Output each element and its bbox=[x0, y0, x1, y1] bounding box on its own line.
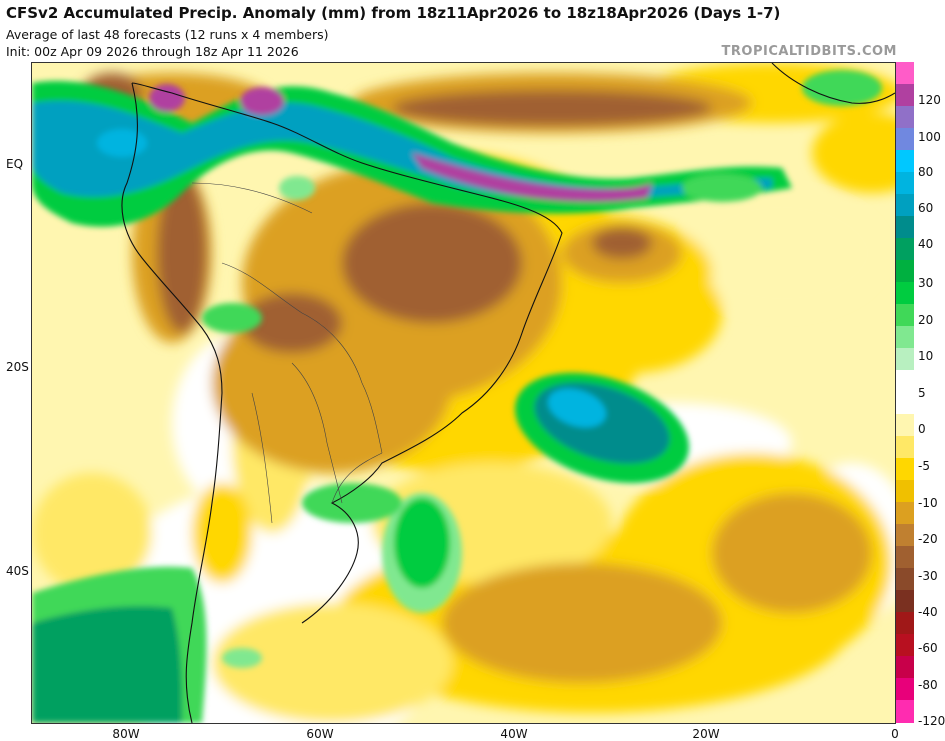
colorbar-swatch bbox=[896, 84, 914, 107]
colorbar-swatch bbox=[896, 656, 914, 679]
colorbar-label: 10 bbox=[918, 349, 934, 363]
colorbar-label: 20 bbox=[918, 313, 934, 327]
colorbar-swatch bbox=[896, 194, 914, 217]
colorbar-swatch bbox=[896, 216, 914, 239]
colorbar-swatch bbox=[896, 546, 914, 569]
colorbar-swatch bbox=[896, 282, 914, 305]
colorbar-swatch bbox=[896, 678, 914, 701]
colorbar-swatch bbox=[896, 326, 914, 349]
colorbar-label: -30 bbox=[918, 569, 938, 583]
colorbar-label: -20 bbox=[918, 532, 938, 546]
colorbar-label: -5 bbox=[918, 459, 930, 473]
colorbar-swatch bbox=[896, 568, 914, 591]
lat-label-eq: EQ bbox=[6, 157, 24, 171]
colorbar-label: 120 bbox=[918, 93, 941, 107]
colorbar-swatch bbox=[896, 348, 914, 371]
anomaly-field bbox=[32, 63, 895, 723]
colorbar-swatch bbox=[896, 260, 914, 283]
map-subtitle-ensemble: Average of last 48 forecasts (12 runs x … bbox=[6, 27, 329, 42]
lat-label-40s: 40S bbox=[6, 564, 29, 578]
colorbar-label: 80 bbox=[918, 165, 934, 179]
colorbar-label: -120 bbox=[918, 714, 945, 728]
colorbar bbox=[896, 62, 914, 723]
colorbar-swatch bbox=[896, 458, 914, 481]
colorbar-swatch bbox=[896, 304, 914, 327]
colorbar-swatch bbox=[896, 106, 914, 129]
colorbar-label: 40 bbox=[918, 237, 934, 251]
colorbar-swatch bbox=[896, 590, 914, 613]
country-borders bbox=[191, 182, 383, 524]
colorbar-swatch bbox=[896, 370, 914, 393]
map-canvas bbox=[32, 63, 895, 723]
lon-label-80w: 80W bbox=[112, 727, 140, 741]
colorbar-swatch bbox=[896, 150, 914, 173]
colorbar-swatch bbox=[896, 634, 914, 657]
lon-label-40w: 40W bbox=[500, 727, 528, 741]
precip-anomaly-map bbox=[31, 62, 896, 724]
colorbar-label: -80 bbox=[918, 678, 938, 692]
map-subtitle-init: Init: 00z Apr 09 2026 through 18z Apr 11… bbox=[6, 44, 299, 59]
lon-label-20w: 20W bbox=[692, 727, 720, 741]
colorbar-swatch bbox=[896, 700, 914, 723]
colorbar-swatch bbox=[896, 436, 914, 459]
lon-label-60w: 60W bbox=[306, 727, 334, 741]
colorbar-label: 100 bbox=[918, 130, 941, 144]
lon-label-0: 0 bbox=[891, 727, 899, 741]
colorbar-label: -40 bbox=[918, 605, 938, 619]
colorbar-label: 30 bbox=[918, 276, 934, 290]
colorbar-swatch bbox=[896, 238, 914, 261]
colorbar-label: 0 bbox=[918, 422, 926, 436]
source-credit: TROPICALTIDBITS.COM bbox=[721, 44, 897, 59]
map-title: CFSv2 Accumulated Precip. Anomaly (mm) f… bbox=[6, 4, 781, 22]
colorbar-label: -60 bbox=[918, 641, 938, 655]
colorbar-swatch bbox=[896, 502, 914, 525]
colorbar-swatch bbox=[896, 62, 914, 85]
colorbar-swatch bbox=[896, 414, 914, 437]
colorbar-swatch bbox=[896, 612, 914, 635]
colorbar-label: 60 bbox=[918, 201, 934, 215]
colorbar-swatch bbox=[896, 128, 914, 151]
colorbar-swatch bbox=[896, 172, 914, 195]
colorbar-swatch bbox=[896, 392, 914, 415]
colorbar-label: -10 bbox=[918, 496, 938, 510]
colorbar-swatch bbox=[896, 524, 914, 547]
colorbar-swatch bbox=[896, 480, 914, 503]
colorbar-label: 5 bbox=[918, 386, 926, 400]
lat-label-20s: 20S bbox=[6, 360, 29, 374]
coastlines bbox=[121, 63, 895, 723]
